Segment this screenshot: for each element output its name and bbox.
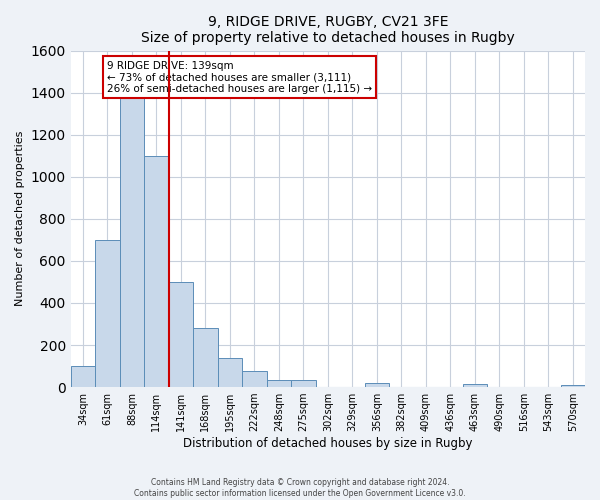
Bar (365, 383, 389, 387)
Bar (169, 282, 193, 387)
Title: 9, RIDGE DRIVE, RUGBY, CV21 3FE
Size of property relative to detached houses in : 9, RIDGE DRIVE, RUGBY, CV21 3FE Size of … (141, 15, 515, 45)
Bar (95, 240, 119, 387)
Bar (119, 72, 144, 387)
Bar (291, 380, 316, 387)
Bar (71, 366, 95, 387)
Bar (144, 156, 169, 387)
Bar (463, 384, 487, 387)
X-axis label: Distribution of detached houses by size in Rugby: Distribution of detached houses by size … (183, 437, 473, 450)
Text: Contains HM Land Registry data © Crown copyright and database right 2024.
Contai: Contains HM Land Registry data © Crown c… (134, 478, 466, 498)
Text: 9 RIDGE DRIVE: 139sqm
← 73% of detached houses are smaller (3,111)
26% of semi-d: 9 RIDGE DRIVE: 139sqm ← 73% of detached … (107, 60, 372, 94)
Bar (193, 328, 218, 387)
Bar (266, 380, 291, 387)
Y-axis label: Number of detached properties: Number of detached properties (15, 131, 25, 306)
Bar (242, 372, 266, 387)
Bar (218, 358, 242, 387)
Bar (560, 385, 585, 387)
